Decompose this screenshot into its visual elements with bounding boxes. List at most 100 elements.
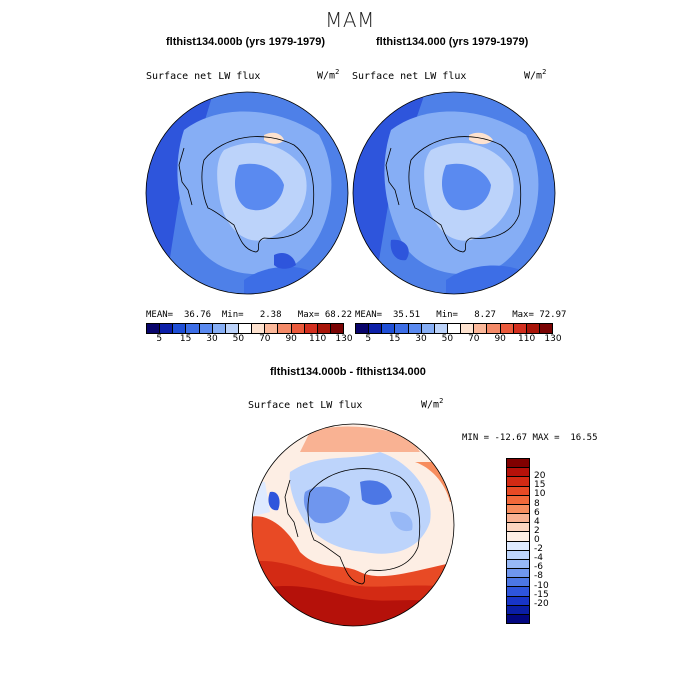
panel-2-colorbar-swatch <box>356 324 370 333</box>
diff-colorbar-tick-label: -10 <box>534 580 549 591</box>
panel-2-colorbar-swatch <box>369 324 383 333</box>
panel-2-colorbar-tick-label: 50 <box>441 334 454 344</box>
panel-1-colorbar-swatch <box>238 324 253 333</box>
diff-colorbar-tick-label: 4 <box>534 516 540 527</box>
diff-colorbar-swatch <box>507 459 529 469</box>
panel-2-unit: W/m2 <box>524 68 547 82</box>
diff-unit: W/m2 <box>421 397 444 411</box>
panel-2-colorbar-swatch <box>539 324 553 333</box>
diff-panel-title: flthist134.000b - flthist134.000 <box>270 366 426 378</box>
panel-1-colorbar-tick-label: 130 <box>335 334 353 344</box>
panel-1-field-label: Surface net LW flux <box>146 71 261 82</box>
diff-colorbar-tick-label: -8 <box>534 571 543 582</box>
panel-2-title: flthist134.000 (yrs 1979-1979) <box>376 36 529 48</box>
diff-colorbar-ticks: 20 15 10 8 6 4 2 0 -2 -4 -6 -8 -10 -15 -20 <box>534 458 574 622</box>
panel-1-map-border <box>145 91 349 295</box>
panel-1-colorbar: 5 15 30 50 70 90 110 130 <box>146 323 353 346</box>
panel-2-colorbar: 5 15 30 50 70 90 110 130 <box>355 323 562 346</box>
diff-colorbar-tick-label: 2 <box>534 525 540 536</box>
diff-colorbar-swatch <box>507 532 529 542</box>
diff-field-label: Surface net LW flux <box>248 400 363 411</box>
panel-2-south-america-coastline <box>385 147 400 206</box>
panel-1-colorbar-tick-label: 5 <box>156 334 163 344</box>
panel-2-colorbar-tick-label: 5 <box>365 334 372 344</box>
panel-1-colorbar-swatch <box>225 324 239 333</box>
panel-1-colorbar-swatch <box>199 324 213 333</box>
diff-colorbar-tick-label: -20 <box>534 598 549 609</box>
panel-1-stats: MEAN= 36.76 Min= 2.38 Max= 68.22 <box>146 310 352 320</box>
panel-1-colorbar-swatch <box>173 324 187 333</box>
diff-colorbar-swatch <box>507 486 529 496</box>
panel-2-colorbar-swatch <box>474 324 488 333</box>
panel-1-colorbar-swatch <box>278 324 292 333</box>
panel-1-title: flthist134.000b (yrs 1979-1979) <box>166 36 325 48</box>
diff-colorbar-swatch <box>507 468 529 478</box>
panel-2-colorbar-swatch <box>513 324 527 333</box>
panel-1-colorbar-tick-label: 110 <box>309 334 327 344</box>
panel-2-map-border <box>352 91 556 295</box>
panel-2-colorbar-swatch <box>395 324 409 333</box>
diff-min-max: MIN = -12.67 MAX = 16.55 <box>462 433 598 443</box>
panel-1-colorbar-tick-label: 50 <box>232 334 245 344</box>
panel-2-colorbar-tick-label: 90 <box>494 334 506 344</box>
panel-2-stats: MEAN= 35.51 Min= 8.27 Max= 72.97 <box>355 310 567 320</box>
diff-colorbar-tick-label: -6 <box>534 562 543 573</box>
panel-1-colorbar-tick-label: 70 <box>259 334 271 344</box>
panel-1-colorbar-swatch <box>317 324 331 333</box>
panel-1-colorbar-swatch <box>265 324 279 333</box>
diff-colorbar-tick-label: 20 <box>534 471 546 482</box>
panel-1-antarctica-coastline <box>201 136 315 253</box>
panel-2-colorbar-swatch <box>500 324 514 333</box>
diff-colorbar-swatch <box>507 477 529 487</box>
panel-2-colorbar-tick-label: 130 <box>544 334 562 344</box>
panel-1-unit: W/m2 <box>317 68 340 82</box>
panel-2-colorbar-swatch <box>421 324 435 333</box>
panel-2-colorbar-swatch <box>447 324 462 333</box>
panel-1-field-fill <box>146 92 348 294</box>
panel-2-colorbar-swatch <box>526 324 540 333</box>
diff-colorbar-tick-label: 8 <box>534 498 540 509</box>
diff-colorbar-tick-label: 15 <box>534 480 546 491</box>
diff-colorbar-tick-label: 10 <box>534 489 546 500</box>
panel-2-field-fill <box>353 92 555 294</box>
diff-colorbar-swatch <box>507 569 529 579</box>
diff-colorbar-tick-label: -4 <box>534 553 543 564</box>
diff-colorbar-swatch <box>507 605 529 615</box>
diff-colorbar-swatch <box>507 578 529 588</box>
diff-south-america-coastline <box>284 479 299 538</box>
panel-1-colorbar-swatch <box>147 324 161 333</box>
panel-2-colorbar-tick-label: 15 <box>388 334 401 344</box>
diff-colorbar-tick-label: 6 <box>534 507 540 518</box>
panel-1-colorbar-tick-label: 30 <box>206 334 218 344</box>
panel-1-map <box>145 91 349 295</box>
panel-1-colorbar-tick-label: 15 <box>179 334 192 344</box>
panel-2-map <box>352 91 556 295</box>
diff-colorbar-swatch <box>507 596 529 606</box>
diff-colorbar-tick-label: 0 <box>534 535 540 545</box>
panel-1-colorbar-swatch <box>212 324 226 333</box>
panel-1-colorbar-swatch <box>160 324 174 333</box>
diff-antarctica-coastline <box>307 468 421 585</box>
panel-2-colorbar-tick-label: 110 <box>518 334 536 344</box>
panel-2-field-label: Surface net LW flux <box>352 71 467 82</box>
panel-2-colorbar-tick-label: 30 <box>415 334 427 344</box>
panel-1-colorbar-swatch <box>330 324 344 333</box>
diff-colorbar-swatch <box>507 614 529 624</box>
panel-1-colorbar-swatch <box>291 324 305 333</box>
diff-colorbar-tick-label: -2 <box>534 544 543 555</box>
diff-colorbar-swatch <box>507 541 529 551</box>
panel-2-colorbar-swatch <box>461 324 475 333</box>
panel-1-colorbar-tick-label: 90 <box>285 334 297 344</box>
panel-2-colorbar-swatch <box>382 324 396 333</box>
diff-colorbar-swatch <box>507 587 529 597</box>
diff-field-fill <box>252 424 454 626</box>
diff-map-border <box>251 423 455 627</box>
panel-2-colorbar-swatch <box>408 324 422 333</box>
panel-1-colorbar-swatch <box>186 324 200 333</box>
diff-colorbar <box>506 458 530 624</box>
panel-2-colorbar-swatch <box>487 324 501 333</box>
diff-colorbar-tick-label: -15 <box>534 589 549 600</box>
diff-colorbar-swatch <box>507 514 529 524</box>
diff-map <box>251 423 455 627</box>
diff-colorbar-swatch <box>507 559 529 570</box>
